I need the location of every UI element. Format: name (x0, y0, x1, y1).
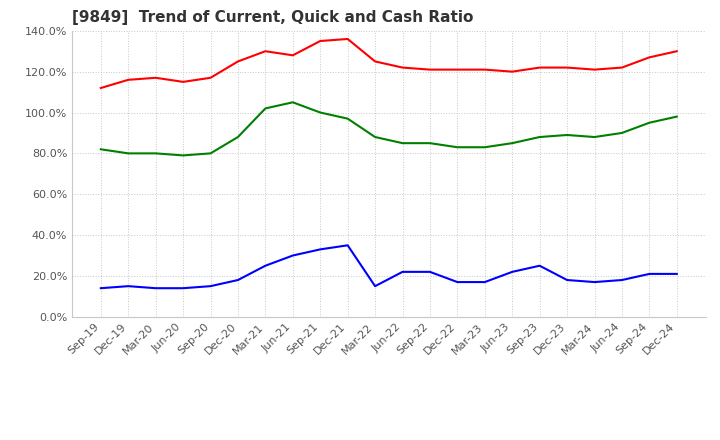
Current Ratio (618, 65, 626, 70)
Cash Ratio (179, 286, 187, 291)
Quick Ratio (206, 151, 215, 156)
Current Ratio (672, 48, 681, 54)
Quick Ratio (563, 132, 572, 138)
Current Ratio (96, 85, 105, 91)
Quick Ratio (618, 130, 626, 136)
Current Ratio (233, 59, 242, 64)
Current Ratio (590, 67, 599, 72)
Quick Ratio (151, 151, 160, 156)
Quick Ratio (453, 145, 462, 150)
Line: Quick Ratio: Quick Ratio (101, 102, 677, 155)
Quick Ratio (590, 134, 599, 139)
Cash Ratio (508, 269, 516, 275)
Quick Ratio (289, 99, 297, 105)
Cash Ratio (618, 277, 626, 282)
Cash Ratio (453, 279, 462, 285)
Quick Ratio (96, 147, 105, 152)
Quick Ratio (480, 145, 489, 150)
Cash Ratio (316, 247, 325, 252)
Cash Ratio (480, 279, 489, 285)
Current Ratio (398, 65, 407, 70)
Quick Ratio (398, 140, 407, 146)
Cash Ratio (289, 253, 297, 258)
Current Ratio (124, 77, 132, 82)
Quick Ratio (426, 140, 434, 146)
Current Ratio (343, 37, 352, 42)
Quick Ratio (536, 134, 544, 139)
Quick Ratio (124, 151, 132, 156)
Quick Ratio (672, 114, 681, 119)
Current Ratio (289, 53, 297, 58)
Current Ratio (453, 67, 462, 72)
Current Ratio (426, 67, 434, 72)
Cash Ratio (590, 279, 599, 285)
Quick Ratio (261, 106, 270, 111)
Cash Ratio (261, 263, 270, 268)
Current Ratio (508, 69, 516, 74)
Current Ratio (206, 75, 215, 81)
Quick Ratio (645, 120, 654, 125)
Current Ratio (480, 67, 489, 72)
Cash Ratio (398, 269, 407, 275)
Cash Ratio (563, 277, 572, 282)
Quick Ratio (508, 140, 516, 146)
Cash Ratio (645, 271, 654, 276)
Current Ratio (151, 75, 160, 81)
Cash Ratio (371, 283, 379, 289)
Line: Cash Ratio: Cash Ratio (101, 245, 677, 288)
Current Ratio (536, 65, 544, 70)
Current Ratio (261, 48, 270, 54)
Current Ratio (563, 65, 572, 70)
Cash Ratio (426, 269, 434, 275)
Cash Ratio (151, 286, 160, 291)
Current Ratio (645, 55, 654, 60)
Quick Ratio (343, 116, 352, 121)
Cash Ratio (343, 242, 352, 248)
Quick Ratio (316, 110, 325, 115)
Cash Ratio (206, 283, 215, 289)
Cash Ratio (96, 286, 105, 291)
Line: Current Ratio: Current Ratio (101, 39, 677, 88)
Text: [9849]  Trend of Current, Quick and Cash Ratio: [9849] Trend of Current, Quick and Cash … (72, 11, 473, 26)
Current Ratio (371, 59, 379, 64)
Quick Ratio (179, 153, 187, 158)
Current Ratio (316, 38, 325, 44)
Quick Ratio (371, 134, 379, 139)
Cash Ratio (536, 263, 544, 268)
Quick Ratio (233, 134, 242, 139)
Cash Ratio (124, 283, 132, 289)
Current Ratio (179, 79, 187, 84)
Cash Ratio (672, 271, 681, 276)
Cash Ratio (233, 277, 242, 282)
